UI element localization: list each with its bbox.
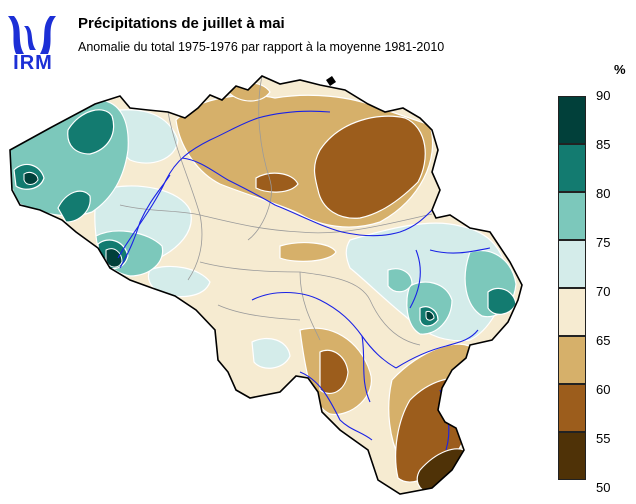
legend-swatch-65-70: [558, 288, 586, 336]
map-title: Précipitations de juillet à mai: [78, 15, 285, 32]
belgium-map: [9, 75, 523, 495]
legend-swatch-50-55: [558, 432, 586, 480]
legend-swatch-70-75: [558, 240, 586, 288]
legend-unit: %: [614, 62, 626, 77]
enclave-marker: [326, 76, 336, 86]
national-border: [9, 75, 523, 495]
irm-logo: [8, 16, 56, 54]
logo-text: IRM: [13, 52, 53, 74]
map-subtitle: Anomalie du total 1975-1976 par rapport …: [78, 40, 445, 54]
legend-swatch-80-85: [558, 144, 586, 192]
legend-swatch-55-60: [558, 384, 586, 432]
legend-tick-75: 75: [596, 235, 611, 250]
legend-tick-70: 70: [596, 284, 611, 299]
legend-swatch-75-80: [558, 192, 586, 240]
legend-tick-60: 60: [596, 382, 611, 397]
legend: [558, 96, 588, 480]
legend-tick-50: 50: [596, 480, 611, 495]
legend-tick-55: 55: [596, 431, 611, 446]
legend-tick-65: 65: [596, 333, 611, 348]
legend-swatch-60-65: [558, 336, 586, 384]
legend-swatch-85-90: [558, 96, 586, 144]
legend-tick-90: 90: [596, 88, 611, 103]
legend-tick-85: 85: [596, 137, 611, 152]
legend-tick-80: 80: [596, 186, 611, 201]
